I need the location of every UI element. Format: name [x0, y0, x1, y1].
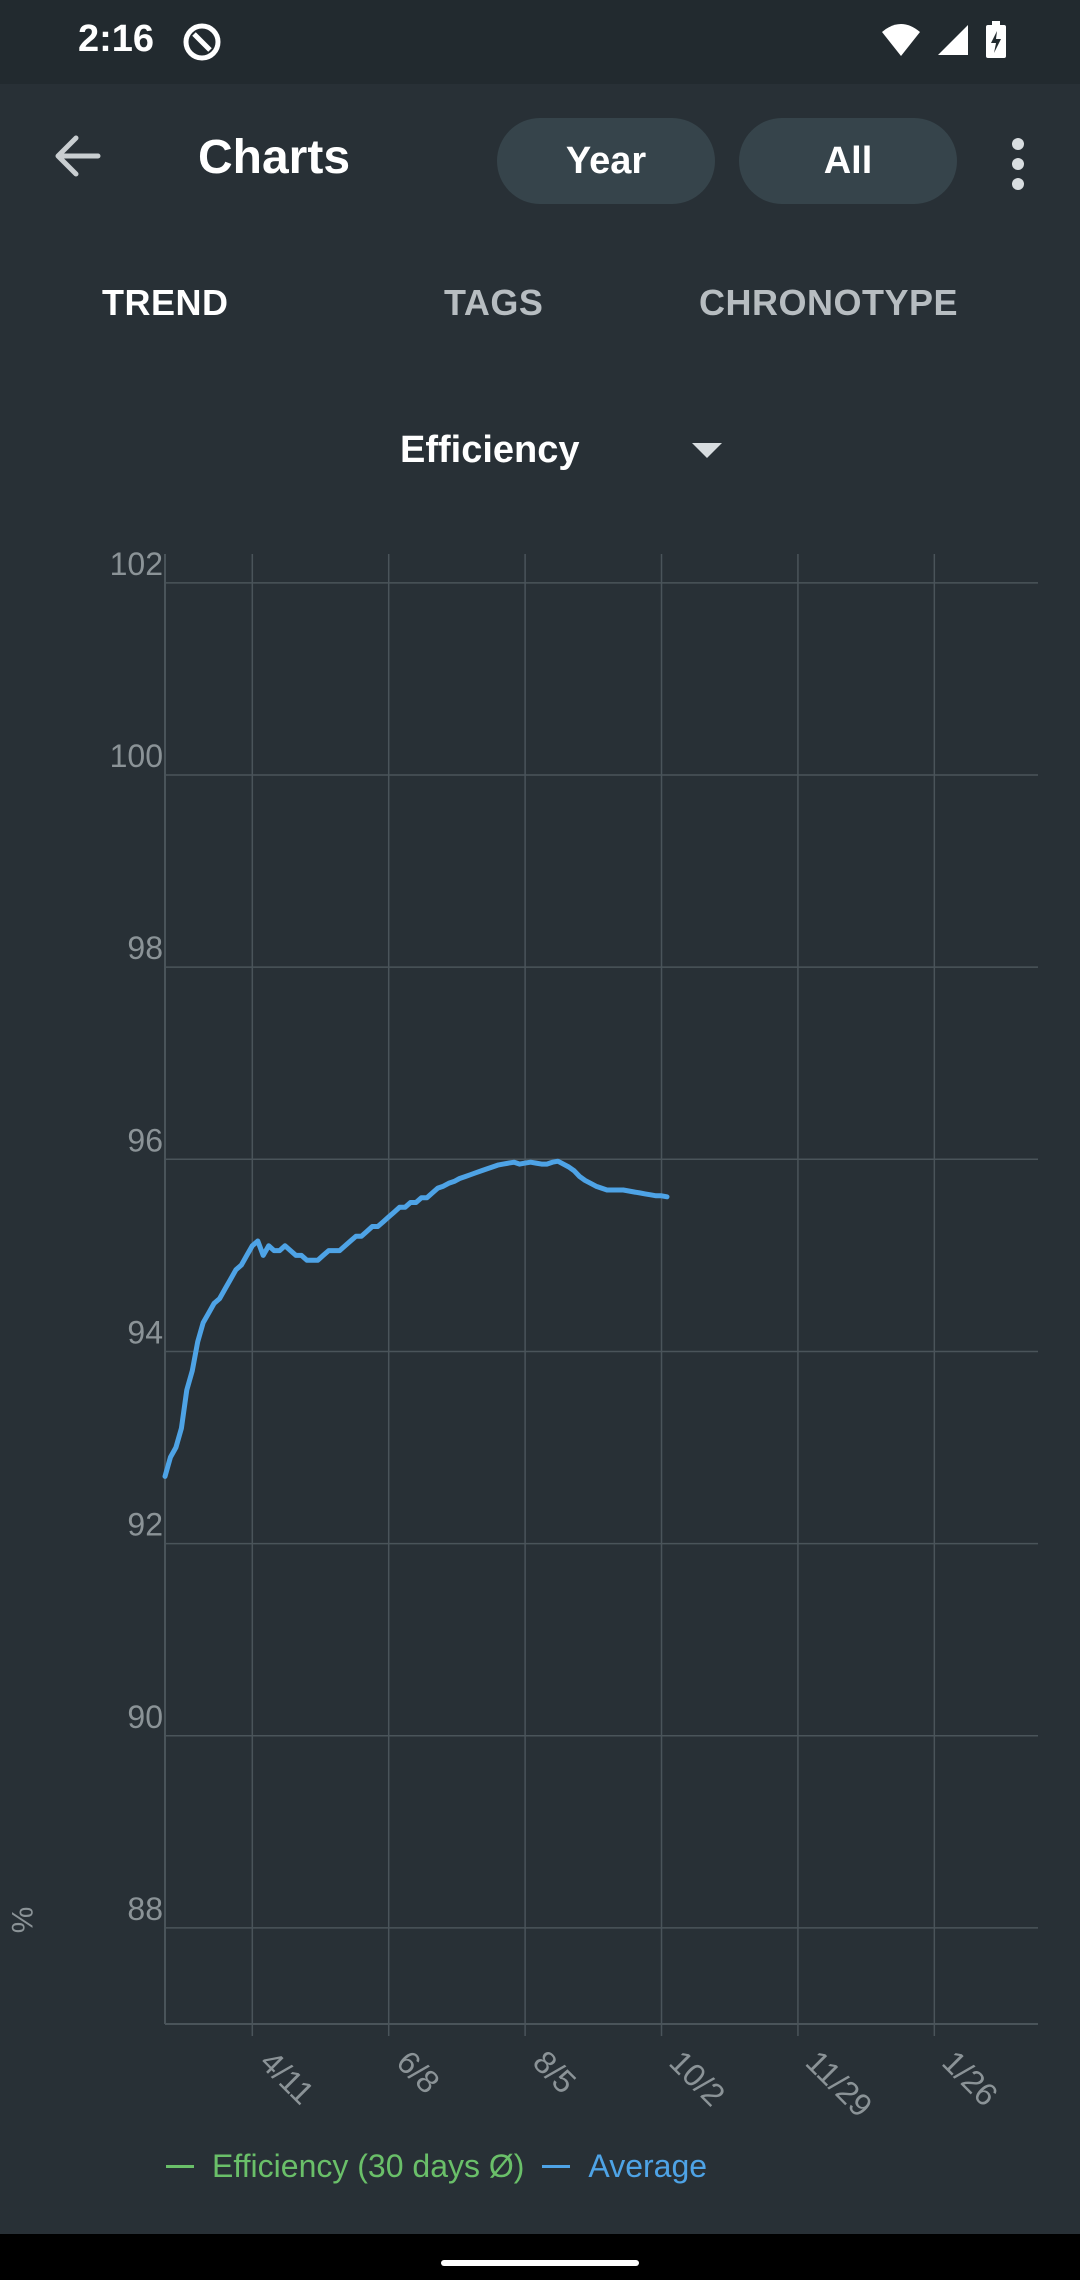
wifi-icon — [882, 24, 920, 56]
y-tick-label: 98 — [127, 930, 163, 966]
tab-tags[interactable]: TAGS — [444, 282, 544, 323]
status-bar: 2:16 — [0, 0, 1080, 84]
at-sign-icon — [183, 23, 221, 61]
y-axis-label: % — [5, 1907, 38, 1934]
status-time: 2:16 — [78, 18, 155, 60]
battery-charging-icon — [986, 21, 1006, 58]
dropdown-arrow-icon — [691, 442, 722, 458]
tab-trend[interactable]: TREND — [102, 282, 229, 323]
metric-dropdown[interactable]: Efficiency — [400, 420, 722, 480]
x-tick-label: 4/11 — [253, 2043, 321, 2111]
legend-average: Average — [588, 2148, 708, 2184]
arrow-back-icon[interactable] — [48, 126, 108, 186]
y-tick-label: 100 — [110, 738, 163, 774]
chart-legend: Efficiency (30 days Ø) Average — [166, 2148, 707, 2185]
series-line-average — [162, 1158, 670, 1479]
more-vertical-icon[interactable] — [1004, 136, 1032, 192]
y-tick-label: 94 — [127, 1314, 163, 1350]
app-bar: Charts Year All — [0, 84, 1080, 240]
legend-average-swatch — [542, 2165, 571, 2168]
y-tick-label: 88 — [127, 1891, 163, 1927]
x-tick-label: 10/2 — [663, 2043, 732, 2112]
metric-dropdown-value: Efficiency — [400, 428, 580, 471]
tab-chronotype[interactable]: CHRONOTYPE — [699, 282, 959, 323]
page-title: Charts — [198, 131, 351, 184]
x-tick-label: 11/29 — [799, 2043, 879, 2123]
legend-efficiency-swatch — [166, 2165, 194, 2168]
x-tick-label: 1/26 — [935, 2043, 1004, 2112]
y-tick-label: 90 — [127, 1699, 163, 1735]
legend-efficiency: Efficiency (30 days Ø) — [212, 2148, 525, 2184]
signal-icon — [938, 25, 968, 55]
home-handle[interactable] — [441, 2260, 639, 2266]
y-tick-label: 96 — [127, 1122, 163, 1158]
tab-bar: TREND TAGS CHRONOTYPE — [0, 240, 1080, 370]
trend-chart: 102 100 98 96 94 92 90 88 4/11 6/8 8/5 10/2 11/29 1/… — [5, 546, 1038, 2124]
x-tick-label: 6/8 — [390, 2043, 447, 2100]
y-tick-label: 102 — [110, 546, 163, 582]
filter-all-button[interactable]: All — [739, 118, 957, 204]
system-nav-bar — [0, 2234, 1080, 2280]
filter-year-button[interactable]: Year — [497, 118, 715, 204]
y-tick-label: 92 — [127, 1507, 163, 1543]
x-tick-label: 8/5 — [526, 2043, 583, 2100]
